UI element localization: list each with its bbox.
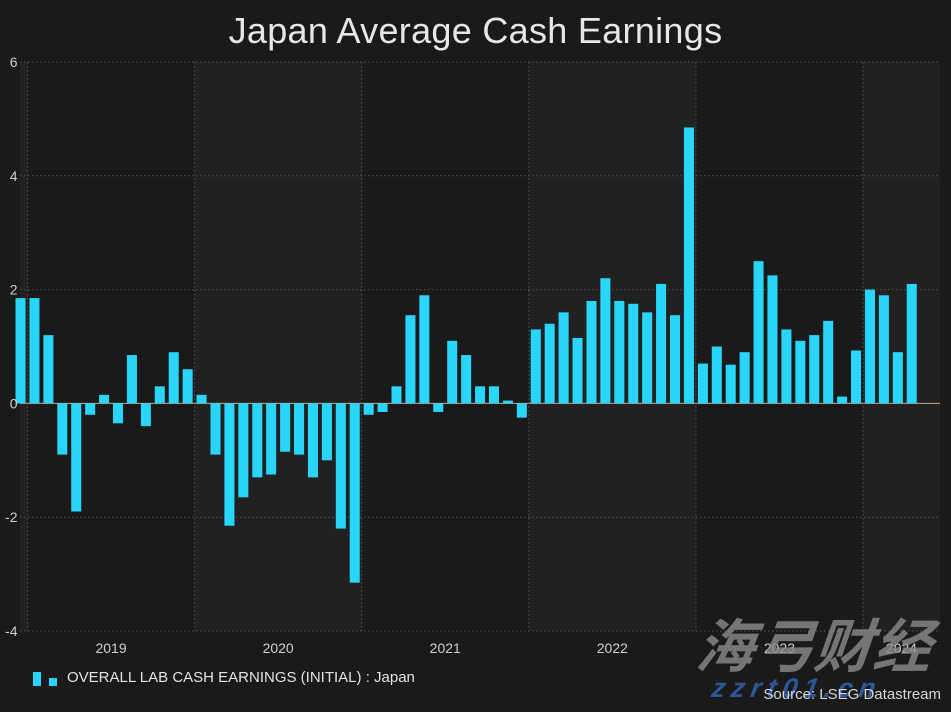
svg-text:6: 6 <box>10 54 18 70</box>
svg-text:4: 4 <box>10 168 18 184</box>
svg-text:2: 2 <box>10 282 18 298</box>
svg-text:2020: 2020 <box>263 640 294 656</box>
svg-text:-2: -2 <box>5 509 18 525</box>
svg-text:0: 0 <box>10 395 18 411</box>
svg-text:2019: 2019 <box>95 640 126 656</box>
svg-text:2021: 2021 <box>430 640 461 656</box>
svg-text:-4: -4 <box>5 623 18 639</box>
svg-text:2022: 2022 <box>597 640 628 656</box>
